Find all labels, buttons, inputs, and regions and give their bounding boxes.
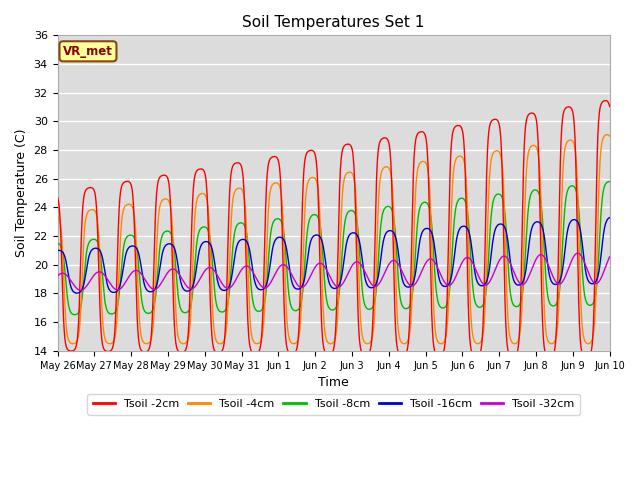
Text: VR_met: VR_met	[63, 45, 113, 58]
Legend: Tsoil -2cm, Tsoil -4cm, Tsoil -8cm, Tsoil -16cm, Tsoil -32cm: Tsoil -2cm, Tsoil -4cm, Tsoil -8cm, Tsoi…	[88, 394, 580, 415]
Y-axis label: Soil Temperature (C): Soil Temperature (C)	[15, 129, 28, 257]
X-axis label: Time: Time	[318, 376, 349, 389]
Title: Soil Temperatures Set 1: Soil Temperatures Set 1	[243, 15, 425, 30]
